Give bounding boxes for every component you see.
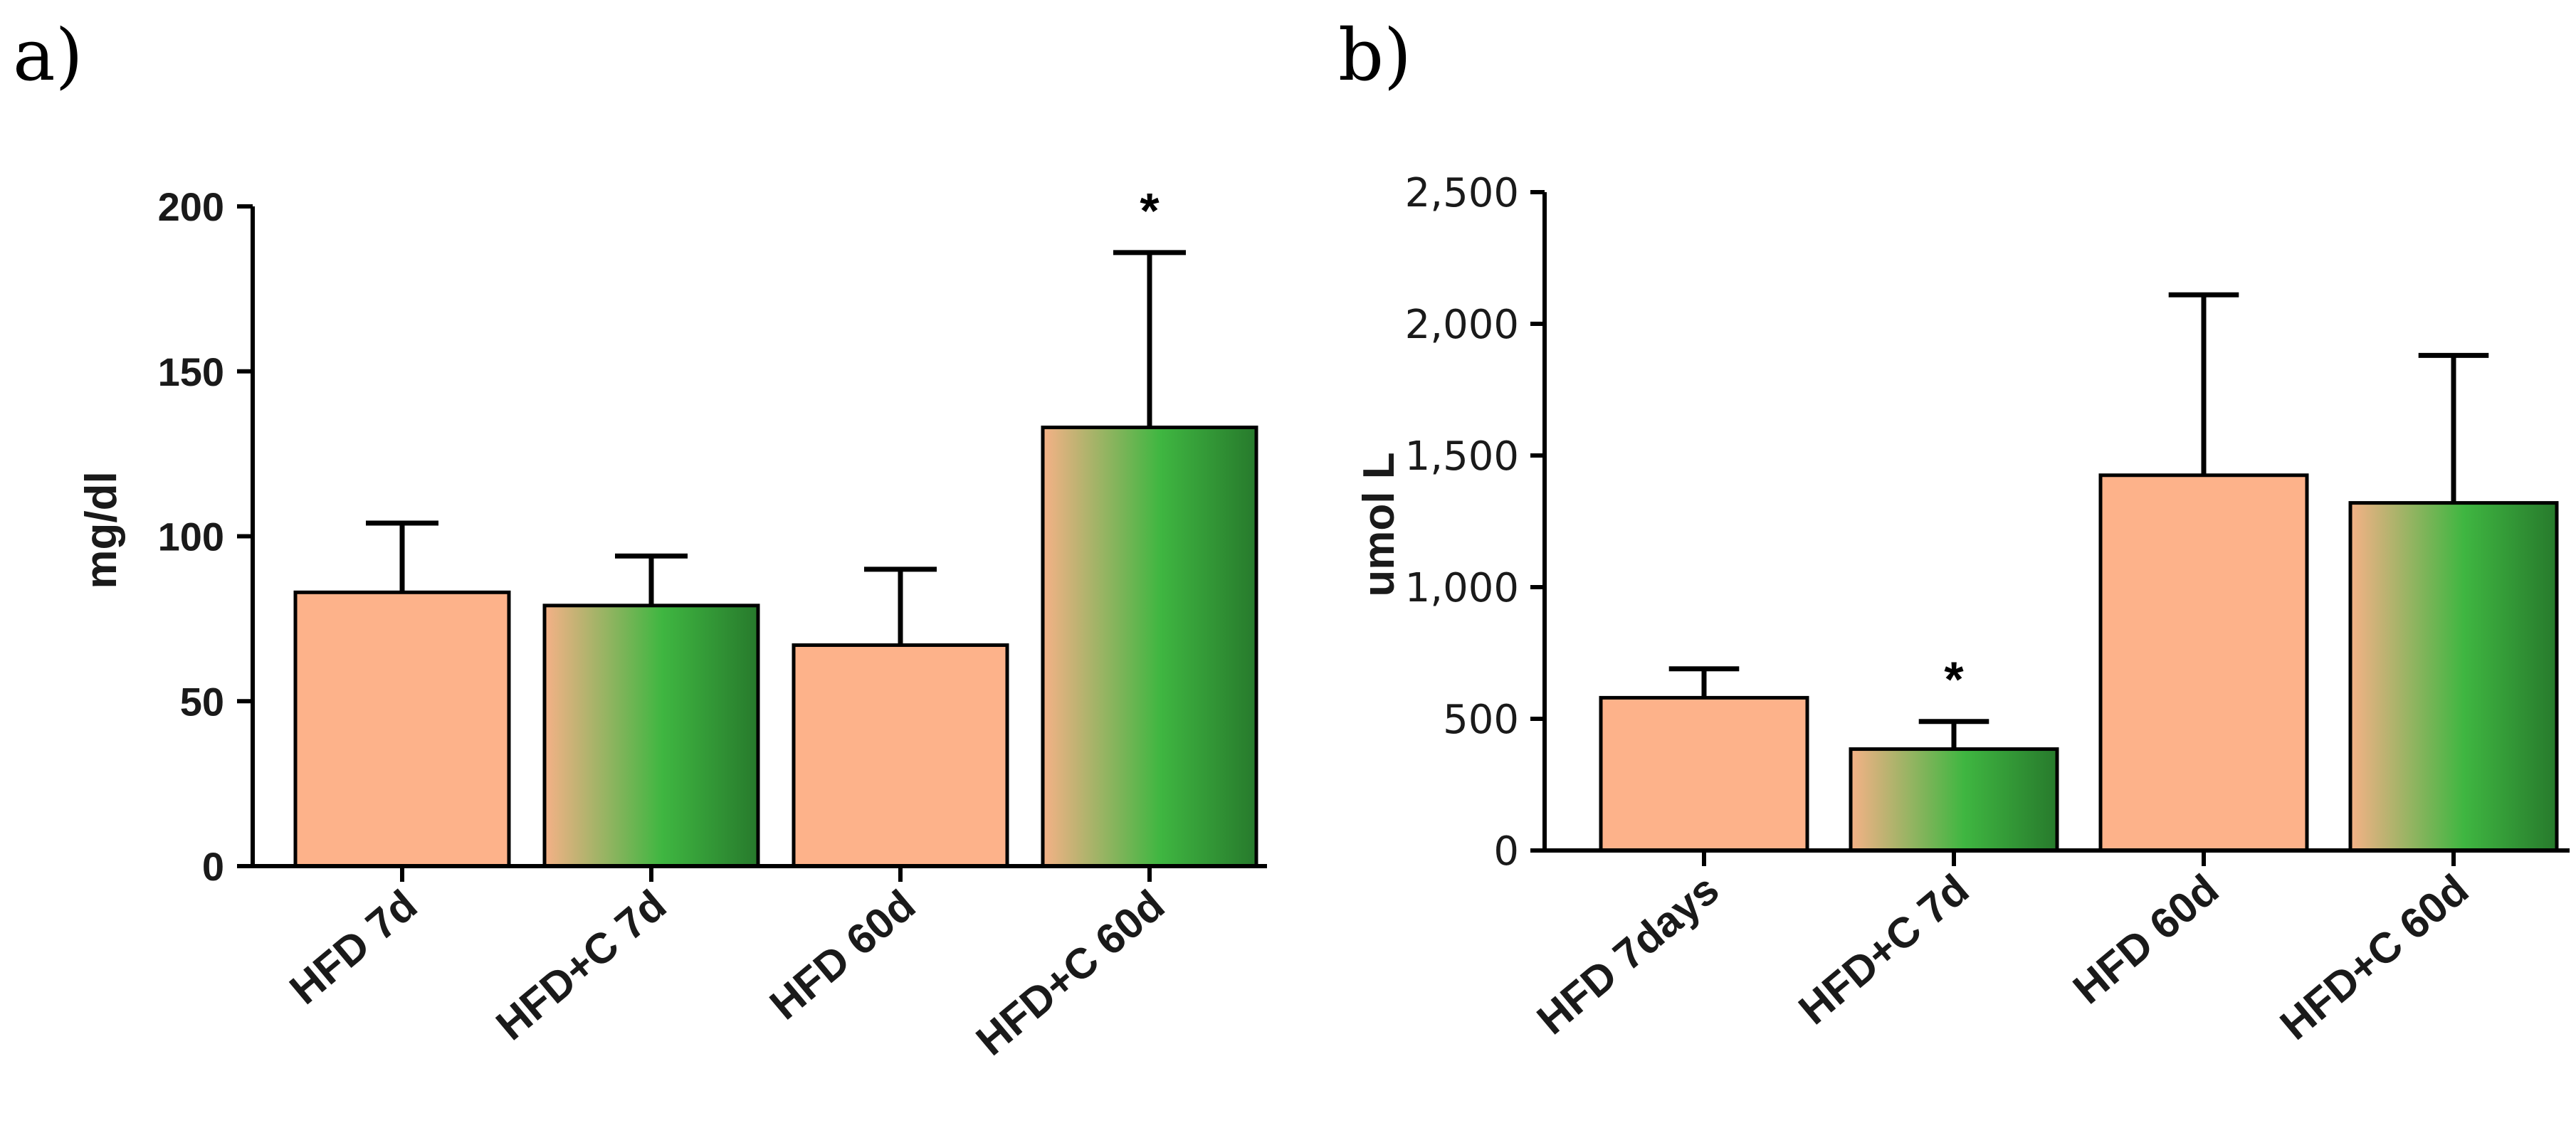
panel-a-category-label: HFD 7d [280,881,426,1013]
panel-b-error-bar [2418,352,2489,503]
panel-a-error-bar [864,567,937,646]
panel-b-error-bar [2168,292,2239,475]
panel-a-error-bar [615,553,688,606]
panel-b-error-bar [1918,719,1989,749]
panel-a-y-axis-title: mg/dl [77,471,126,589]
panel-a-bar [293,590,511,868]
panel-b-category-label: HFD+C 7d [1789,865,1977,1034]
panel-b-bar [1599,695,1809,853]
chart-panel-a: a) mg/dl 0 50 100 150 200 * HFD 7d HFD+C 7d HF… [13,14,1267,1065]
panel-b-error-bar [1668,666,1740,698]
panel-a-error-bar [1113,250,1186,428]
panel-b-y-tick-label: 500 [1443,697,1519,743]
panel-a-y-tick-label: 100 [158,515,224,559]
panel-b-y-tick-label: 1,500 [1405,433,1519,480]
panel-b-bar [2098,473,2309,853]
panel-b-bar [1849,747,2059,853]
panel-b-bar [2348,501,2559,853]
panel-a-bar [792,643,1009,868]
panel-b-significance-marker: * [1944,652,1964,707]
panel-a-bar [1041,426,1258,868]
panel-b-y-tick-label: 0 [1493,828,1519,875]
chart-panel-b: b) umol L 0 500 1,000 1,500 2,000 2,500 * HFD… [1338,14,2570,1049]
panel-a-y-tick-label: 0 [202,844,224,889]
panel-a-y-tick-label: 200 [158,184,224,229]
panel-b-label: b) [1338,14,1411,97]
panel-b-y-tick-label: 2,000 [1405,302,1519,348]
panel-a-y-tick-label: 150 [158,349,224,394]
panel-b-y-axis-title: umol L [1355,452,1404,596]
panel-b-y-tick-label: 1,000 [1405,565,1519,611]
panel-a-category-label: HFD 60d [761,881,925,1029]
panel-b-category-label: HFD 60d [2064,865,2228,1013]
panel-a-error-bar [366,520,438,593]
panel-a-label: a) [13,14,83,97]
panel-a-y-tick-label: 50 [180,679,224,724]
panel-a-category-label: HFD+C 7d [487,881,675,1050]
panel-a-significance-marker: * [1140,183,1160,238]
panel-b-y-tick-label: 2,500 [1405,170,1519,216]
panel-a-bar [542,604,760,868]
panel-b-category-label: HFD 7days [1528,865,1728,1044]
panel-a-category-label: HFD+C 60d [967,881,1174,1065]
panel-b-category-label: HFD+C 60d [2271,865,2478,1049]
